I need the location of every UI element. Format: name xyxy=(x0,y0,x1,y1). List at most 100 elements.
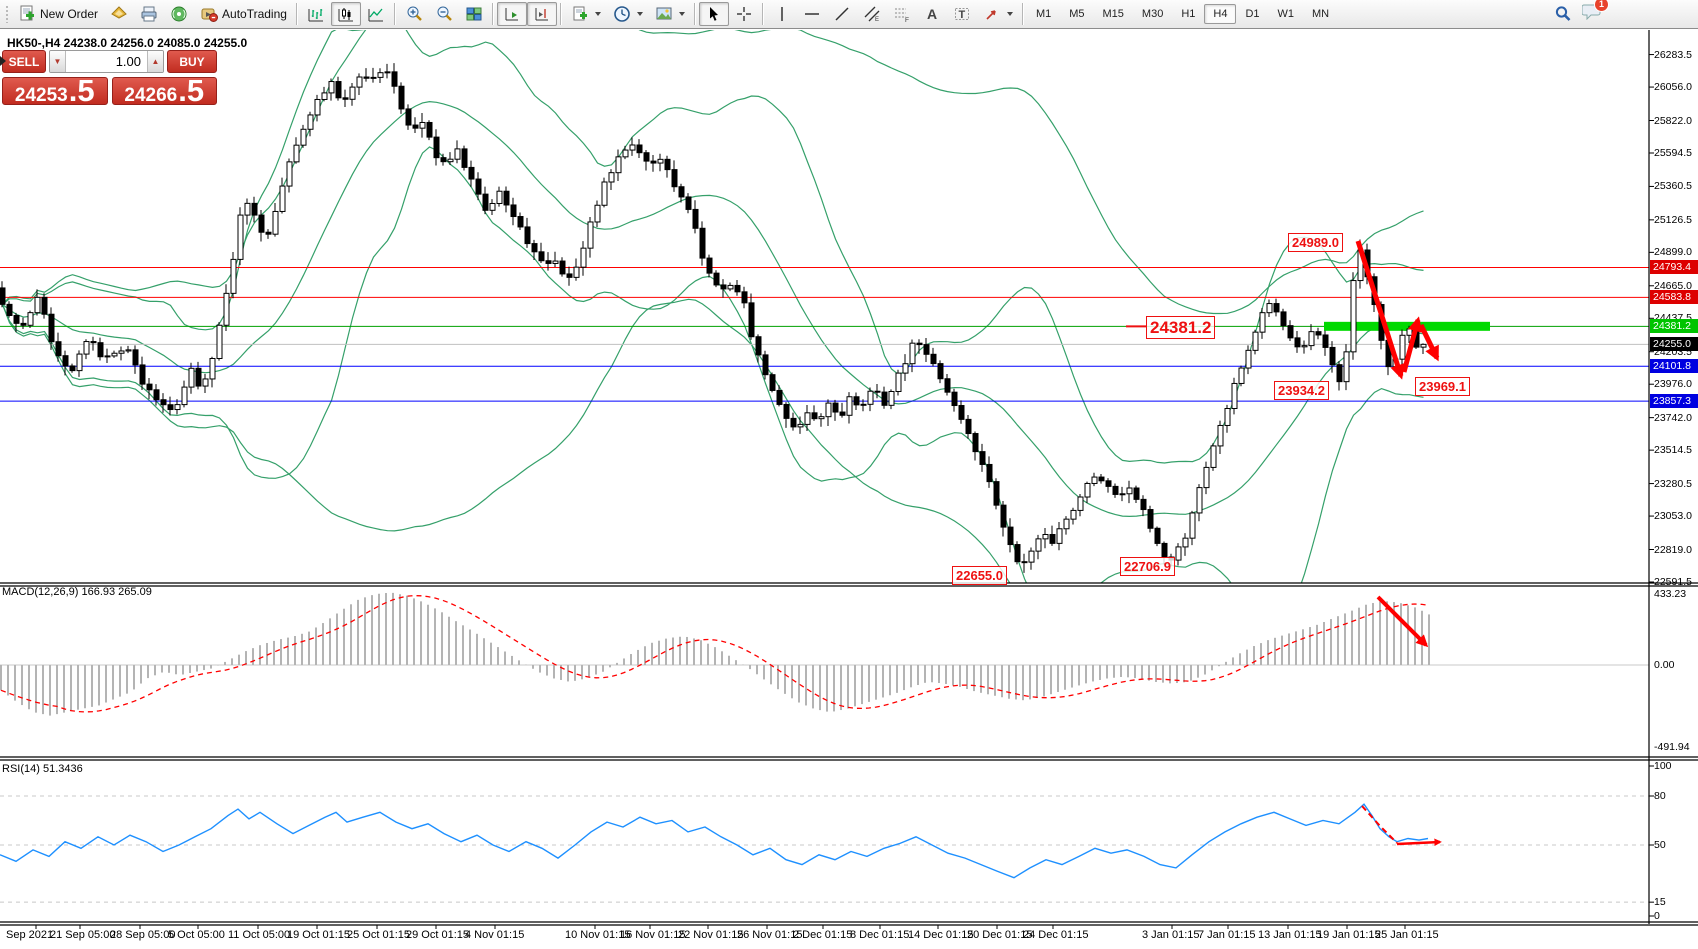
bear-candle xyxy=(741,291,748,304)
chart-wizard-button[interactable] xyxy=(104,2,134,26)
sell-button[interactable]: SELL xyxy=(2,50,46,73)
bull-candle xyxy=(587,221,594,249)
bear-candle xyxy=(391,71,398,87)
bull-candle xyxy=(818,416,825,420)
volume-increase-button[interactable]: ▲ xyxy=(147,51,163,72)
zoom-out-button[interactable] xyxy=(429,2,459,26)
svg-text:F: F xyxy=(905,17,909,23)
bear-candle xyxy=(993,481,1000,506)
volume-input[interactable] xyxy=(66,51,147,72)
bull-candle xyxy=(1259,312,1266,333)
time-axis-label: 19 Jan 01:15 xyxy=(1317,929,1381,941)
bull-candle xyxy=(601,181,608,206)
volume-decrease-button[interactable]: ▼ xyxy=(50,51,66,72)
bear-candle xyxy=(363,76,370,79)
bear-candle xyxy=(1161,542,1168,558)
time-axis-label: 21 Sep 05:00 xyxy=(50,929,116,941)
bull-candle xyxy=(1028,550,1035,563)
bear-candle xyxy=(475,178,482,195)
timeframe-button-d1[interactable]: D1 xyxy=(1245,8,1260,20)
news-button[interactable] xyxy=(164,2,194,26)
bear-candle xyxy=(755,336,762,356)
search-icon[interactable] xyxy=(1554,5,1572,23)
channel-tool[interactable]: E xyxy=(857,2,887,26)
bull-candle xyxy=(573,266,580,278)
zoom-in-button[interactable] xyxy=(399,2,429,26)
trendline-tool[interactable] xyxy=(827,2,857,26)
candlestick-mode-button[interactable] xyxy=(330,2,361,26)
bull-candle xyxy=(209,357,216,380)
horizontal-line-tool[interactable] xyxy=(797,2,827,26)
bear-candle xyxy=(62,355,69,367)
sell-price-display[interactable]: 24253.5 xyxy=(2,75,108,106)
rsi-scale-label: 100 xyxy=(1654,760,1672,772)
bear-candle xyxy=(986,463,993,483)
text-tool[interactable]: A xyxy=(917,2,947,26)
fibonacci-tool[interactable]: F xyxy=(887,2,917,26)
new-template-button[interactable] xyxy=(565,2,607,26)
bear-candle xyxy=(524,226,531,245)
line-chart-mode-button[interactable] xyxy=(361,2,391,26)
cursor-tool-button[interactable] xyxy=(698,2,729,26)
bear-candle xyxy=(1322,334,1329,348)
bull-candle xyxy=(1196,487,1203,514)
green-support-zone xyxy=(1324,321,1490,331)
toolbar-drag-handle[interactable] xyxy=(5,5,9,23)
price-line-label: 23857.3 xyxy=(1650,394,1698,409)
price-tick-label: 24665.0 xyxy=(1654,279,1692,292)
arrows-tool[interactable] xyxy=(977,2,1019,26)
bull-candle xyxy=(349,86,356,100)
rsi-scale-label: 0 xyxy=(1654,910,1660,922)
price-annotation: 24381.2 xyxy=(1146,316,1216,339)
bull-candle xyxy=(888,390,895,406)
timeframe-button-m5[interactable]: M5 xyxy=(1069,8,1085,20)
new-order-button[interactable]: New Order xyxy=(12,2,104,26)
templates-button[interactable] xyxy=(649,2,691,26)
chart-shift-button[interactable] xyxy=(526,2,557,26)
tile-windows-button[interactable] xyxy=(459,2,489,26)
chat-button[interactable]: 1 xyxy=(1581,0,1609,25)
timeframe-button-m1[interactable]: M1 xyxy=(1035,8,1052,20)
buy-price-display[interactable]: 24266.5 xyxy=(111,75,217,106)
bear-candle xyxy=(832,402,839,413)
timeframe-button-m15[interactable]: M15 xyxy=(1102,8,1124,20)
toolbar-separator xyxy=(693,3,696,25)
timeframe-button-w1[interactable]: W1 xyxy=(1277,8,1295,20)
bear-candle xyxy=(776,389,783,405)
timeframe-button-mn[interactable]: MN xyxy=(1312,8,1330,20)
autotrading-icon xyxy=(201,8,219,22)
autotrading-button[interactable]: AutoTrading xyxy=(194,2,293,26)
panel-collapse-arrow[interactable] xyxy=(0,56,6,66)
bull-candle xyxy=(489,202,496,211)
text-label-tool[interactable]: T xyxy=(947,2,977,26)
print-button[interactable] xyxy=(134,2,164,26)
chart-canvas[interactable] xyxy=(0,30,1698,949)
timeframe-button-h1[interactable]: H1 xyxy=(1181,8,1196,20)
one-click-trading-panel: SELL ▼ ▲ BUY 24253.5 24266.5 xyxy=(2,50,217,106)
bull-candle xyxy=(846,396,853,416)
bull-candle xyxy=(293,144,300,163)
zoom-out-icon xyxy=(437,6,452,21)
period-button[interactable] xyxy=(607,2,649,26)
bull-candle xyxy=(1042,533,1049,540)
bear-candle xyxy=(811,412,818,420)
bull-candle xyxy=(727,284,734,290)
auto-scroll-button[interactable] xyxy=(496,2,527,26)
bear-candle xyxy=(1280,311,1287,327)
crosshair-tool-button[interactable] xyxy=(729,2,759,26)
timeframe-button-h4[interactable]: H4 xyxy=(1204,4,1237,24)
chart-shift-icon xyxy=(535,8,548,21)
buy-button[interactable]: BUY xyxy=(167,50,217,73)
bear-candle xyxy=(538,251,545,262)
timeframe-button-m30[interactable]: M30 xyxy=(1141,8,1164,20)
trend-arrow xyxy=(1355,240,1405,380)
price-tick-label: 25822.0 xyxy=(1654,114,1692,127)
text-icon: A xyxy=(927,6,937,22)
vertical-line-tool[interactable] xyxy=(767,2,797,26)
bear-candle xyxy=(1315,331,1322,336)
bar-chart-mode-button[interactable] xyxy=(301,2,331,26)
bear-candle xyxy=(510,204,517,218)
macd-indicator-label: MACD(12,26,9) 166.93 265.09 xyxy=(2,586,152,598)
bull-candle xyxy=(1056,528,1063,544)
bear-candle xyxy=(853,396,860,406)
